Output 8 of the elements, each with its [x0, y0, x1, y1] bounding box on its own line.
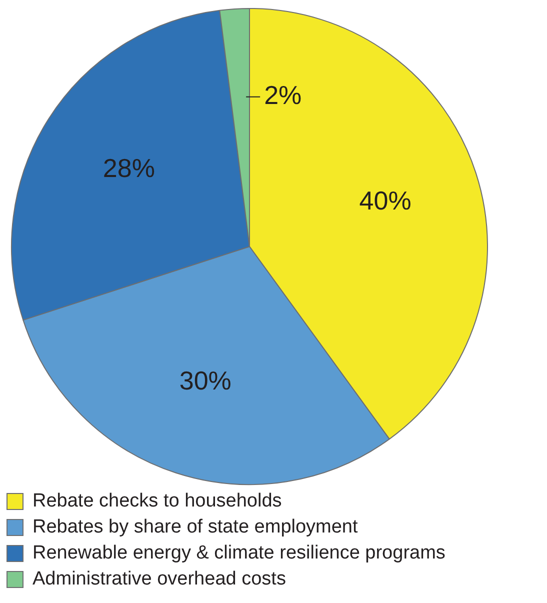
data-label: 2%: [264, 80, 302, 110]
legend-label: Rebate checks to households: [32, 490, 282, 512]
data-label: 40%: [359, 186, 412, 216]
legend-label: Administrative overhead costs: [32, 568, 286, 590]
data-label: 28%: [102, 153, 155, 184]
legend-label: Renewable energy & climate resilience programs: [32, 542, 446, 564]
legend-label: Rebates by share of state employment: [32, 516, 359, 538]
data-label: 30%: [179, 365, 232, 396]
